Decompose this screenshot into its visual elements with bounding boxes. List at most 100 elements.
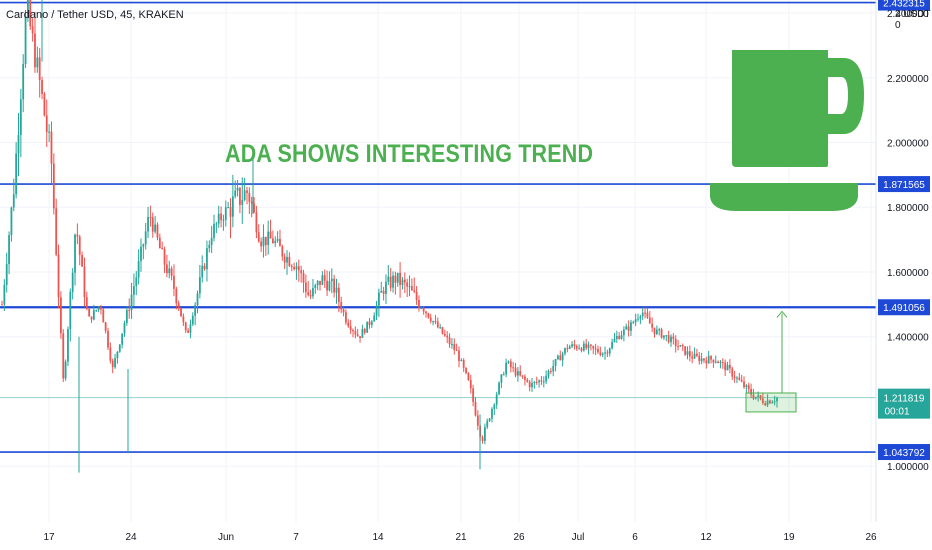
candle-body [312, 287, 314, 297]
candle-body [486, 420, 489, 428]
candle-body [231, 196, 234, 217]
candle-body [17, 134, 20, 154]
candle-body [163, 249, 166, 265]
candle-body [684, 346, 687, 355]
candle-body [182, 316, 185, 323]
candle-body [290, 265, 293, 267]
candle-body [222, 219, 225, 221]
y-tick-label: 1.800000 [887, 203, 929, 214]
candle-body [484, 427, 486, 441]
candle-body [677, 346, 679, 348]
candle-body [622, 329, 625, 336]
currency-label[interactable]: 2 USDT 0 [895, 9, 931, 31]
candle-body [95, 309, 98, 311]
candle-body [375, 305, 378, 316]
candle-body [691, 356, 694, 359]
candle-body [24, 16, 27, 64]
candle-body [198, 277, 201, 294]
candle-body [88, 308, 91, 317]
candle-body [750, 388, 752, 395]
candle-body [177, 303, 180, 308]
candle-body [495, 394, 498, 405]
y-tick-label: 1.600000 [887, 268, 929, 279]
candle-body [295, 266, 298, 270]
candle-body [481, 437, 484, 441]
candle-body [710, 356, 712, 360]
candle-body [674, 338, 677, 347]
candle-body [439, 327, 442, 329]
candle-body [246, 190, 248, 193]
candle-body [476, 415, 479, 426]
candle-body [557, 355, 559, 360]
candle-body [130, 294, 133, 311]
candle-body [712, 359, 715, 363]
candle-body [22, 63, 25, 100]
time-axis[interactable]: 17 24 Jun 7 14 21 26 Jul 6 12 19 26 [43, 532, 877, 543]
candle-body [505, 362, 508, 375]
x-tick-label: 19 [783, 532, 795, 543]
candle-body [81, 254, 83, 267]
candle-body [31, 26, 34, 34]
candle-body [526, 379, 529, 382]
candle-body [590, 344, 592, 346]
candle-body [300, 270, 303, 274]
candle-body [333, 278, 336, 293]
candle-body [547, 370, 550, 376]
candle-body [321, 275, 324, 285]
candle-body [288, 256, 291, 266]
candle-body [250, 201, 253, 204]
candle-body [698, 355, 701, 362]
candle-body [276, 238, 279, 241]
x-tick-label: 6 [632, 532, 638, 543]
x-tick-label: 12 [700, 532, 712, 543]
candle-body [540, 380, 543, 382]
candle-body [62, 333, 65, 379]
candle-body [389, 276, 392, 288]
candle-body [665, 335, 668, 337]
current-price-tag [878, 388, 930, 419]
candle-body [538, 380, 540, 383]
candle-body [403, 279, 406, 283]
candle-body [213, 223, 215, 238]
candle-body [170, 268, 173, 276]
y-tick-label: 2.200000 [887, 74, 929, 85]
chart-headline: ADA SHOWS INTERESTING TREND [225, 140, 594, 168]
candle-body [215, 223, 218, 225]
x-tick-label: 17 [43, 532, 55, 543]
candle-body [396, 272, 399, 283]
level-tag [878, 444, 930, 461]
candle-body [634, 319, 637, 323]
candle-body [726, 364, 729, 371]
candle-body [655, 329, 658, 334]
symbol-title[interactable]: Cardano / Tether USD, 45, KRAKEN [6, 9, 184, 21]
candle-body [133, 286, 135, 295]
candle-body [100, 306, 102, 310]
y-tick-label: 1.000000 [887, 462, 929, 473]
candle-body [283, 256, 286, 263]
candle-body [92, 310, 95, 320]
candle-body [406, 282, 409, 287]
candle-body [608, 348, 611, 354]
candle-body [578, 348, 581, 350]
candle-body [125, 310, 128, 324]
candle-body [267, 231, 270, 245]
candle-body [128, 310, 131, 312]
candle-body [392, 275, 394, 288]
level-tag [878, 299, 930, 316]
candle-body [597, 349, 599, 353]
candle-body [451, 343, 453, 345]
candle-body [361, 328, 364, 338]
price-axis[interactable]: 2.400000 2.200000 2.000000 1.800000 1.600000… [887, 9, 929, 473]
candle-body [519, 371, 522, 376]
countdown-label: 00:01 [884, 407, 909, 418]
candle-body [509, 361, 512, 368]
x-tick-label: 21 [455, 532, 467, 543]
candle-body [27, 0, 29, 17]
candle-body [736, 377, 738, 379]
candle-body [1, 304, 3, 306]
candle-body [502, 374, 505, 376]
candle-body [196, 293, 199, 306]
candle-body [363, 328, 366, 333]
candle-body [5, 264, 8, 285]
